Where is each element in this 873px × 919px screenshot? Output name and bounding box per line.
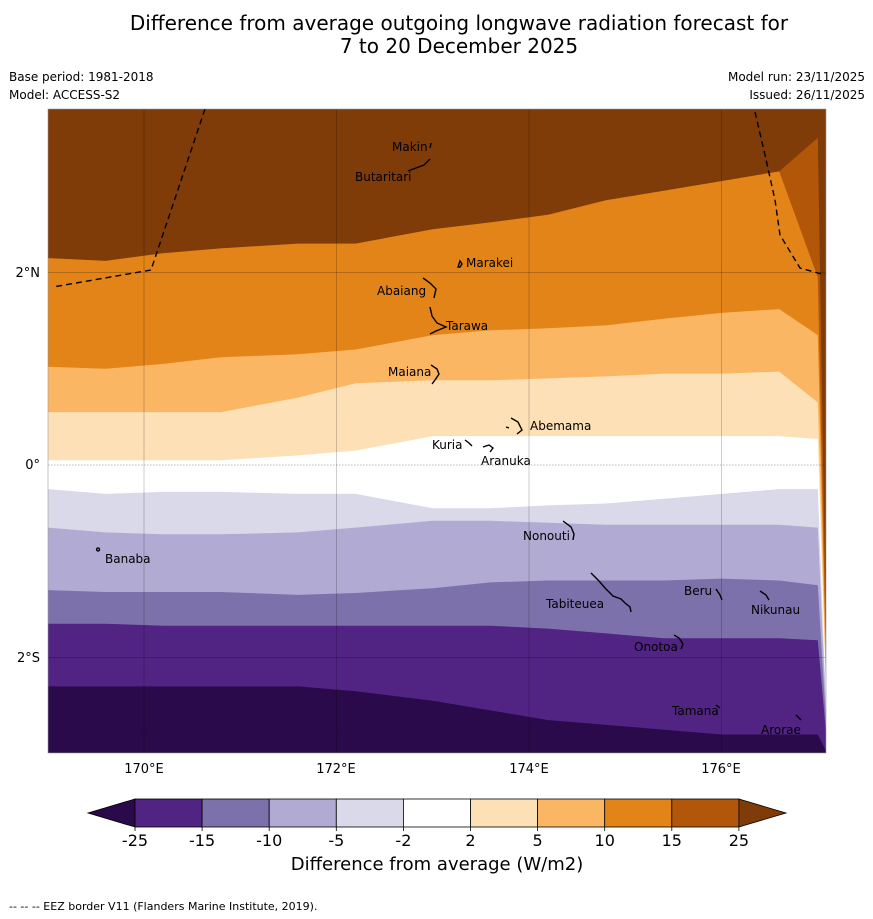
issued-date: Issued: 26/11/2025 bbox=[749, 88, 865, 102]
plot-frame bbox=[47, 108, 827, 754]
island-maiana bbox=[430, 364, 440, 385]
colorbar-segment--2-to-2 bbox=[402, 798, 471, 828]
island-tabiteuea bbox=[590, 572, 632, 613]
lat-tick-2s: 2°S bbox=[17, 651, 40, 666]
colorbar-tick-label: -2 bbox=[395, 831, 411, 850]
base-period: Base period: 1981-2018 bbox=[9, 70, 154, 84]
colorbar-segment-15-to-25 bbox=[671, 798, 740, 828]
label-tamana: Tamana bbox=[671, 704, 719, 718]
longitude-axis: 170°E 172°E 174°E 176°E bbox=[124, 762, 741, 777]
lon-tick-170: 170°E bbox=[124, 762, 164, 777]
eez-footnote: -- -- -- EEZ border V11 (Flanders Marine… bbox=[9, 900, 318, 913]
title-line-1: Difference from average outgoing longwav… bbox=[129, 11, 789, 35]
island-nikunau bbox=[759, 590, 770, 601]
island-kuria bbox=[464, 439, 473, 447]
colorbar-tick-label: 10 bbox=[595, 831, 615, 850]
island-marakei bbox=[457, 259, 463, 268]
label-marakei: Marakei bbox=[466, 256, 513, 270]
map-plot-area: © Commonwealth of Australia 2025, Bureau… bbox=[48, 109, 826, 753]
colorbar-tick-label: -10 bbox=[256, 831, 282, 850]
model-name: Model: ACCESS-S2 bbox=[9, 88, 121, 102]
label-onotoa: Onotoa bbox=[634, 640, 678, 654]
island-abemama bbox=[505, 417, 523, 435]
lon-tick-176: 176°E bbox=[701, 762, 741, 777]
label-abaiang: Abaiang bbox=[377, 284, 426, 298]
latitude-axis: 2°N 0° 2°S bbox=[16, 266, 41, 666]
island-abaiang bbox=[422, 277, 437, 299]
label-maiana: Maiana bbox=[388, 365, 431, 379]
colorbar-tick-label: -25 bbox=[122, 831, 148, 850]
island-butaritari bbox=[407, 158, 431, 172]
colorbar-extend-max bbox=[738, 798, 788, 828]
label-nonouti: Nonouti bbox=[523, 529, 570, 543]
colorbar-tick-label: 5 bbox=[533, 831, 543, 850]
colorbar: -25 -15 -10 -5 -2 2 5 10 15 25 bbox=[86, 798, 788, 850]
island-onotoa bbox=[673, 634, 684, 650]
colorbar-extend-min bbox=[86, 798, 136, 828]
label-banaba: Banaba bbox=[105, 552, 151, 566]
label-butaritari: Butaritari bbox=[355, 170, 412, 184]
label-makin: Makin bbox=[392, 140, 428, 154]
island-tarawa bbox=[429, 306, 448, 335]
lat-tick-2n: 2°N bbox=[16, 266, 41, 281]
colorbar-segment--5-to--2 bbox=[335, 798, 404, 828]
chart-title: Difference from average outgoing longwav… bbox=[0, 12, 873, 58]
island-nonouti bbox=[562, 520, 575, 541]
label-abemama: Abemama bbox=[530, 419, 591, 433]
colorbar-segment-2-to-5 bbox=[470, 798, 538, 828]
label-arorae: Arorae bbox=[761, 723, 801, 737]
place-labels: Makin Butaritari Marakei Abaiang Tarawa … bbox=[105, 140, 801, 737]
island-makin bbox=[429, 142, 432, 149]
colorbar-tick-label: 2 bbox=[465, 831, 475, 850]
gridlines bbox=[48, 109, 826, 753]
island-tamana bbox=[715, 704, 721, 709]
label-beru: Beru bbox=[684, 584, 712, 598]
label-aranuka: Aranuka bbox=[481, 454, 531, 468]
title-line-2: 7 to 20 December 2025 bbox=[339, 34, 579, 58]
colorbar-segment-5-to-10 bbox=[537, 798, 606, 828]
colorbar-tick-label: -15 bbox=[189, 831, 215, 850]
island-aranuka bbox=[482, 444, 494, 453]
colorbar-tick-label: 15 bbox=[662, 831, 682, 850]
colorbar-tick-label: -5 bbox=[328, 831, 344, 850]
copyright-notice: © Commonwealth of Australia 2025, Bureau… bbox=[63, 725, 568, 739]
label-kuria: Kuria bbox=[432, 438, 463, 452]
lat-tick-0: 0° bbox=[25, 458, 40, 473]
lon-tick-172: 172°E bbox=[316, 762, 356, 777]
colorbar-segment--15-to--10 bbox=[201, 798, 270, 828]
island-beru bbox=[715, 588, 723, 601]
label-tarawa: Tarawa bbox=[445, 319, 488, 333]
lon-tick-174: 174°E bbox=[509, 762, 549, 777]
colorbar-segment--10-to--5 bbox=[268, 798, 337, 828]
island-outlines bbox=[95, 142, 802, 721]
contour-band-below--25 bbox=[48, 686, 826, 753]
label-nikunau: Nikunau bbox=[751, 603, 800, 617]
model-run: Model run: 23/11/2025 bbox=[727, 70, 865, 84]
colorbar-segment-10-to-15 bbox=[604, 798, 673, 828]
colorbar-segment--25-to--15 bbox=[134, 798, 203, 828]
colorbar-tick-label: 25 bbox=[729, 831, 749, 850]
colorbar-title: Difference from average (W/m2) bbox=[291, 854, 583, 875]
island-arorae bbox=[795, 714, 802, 721]
label-tabiteuea: Tabiteuea bbox=[545, 597, 604, 611]
island-banaba bbox=[95, 547, 101, 552]
